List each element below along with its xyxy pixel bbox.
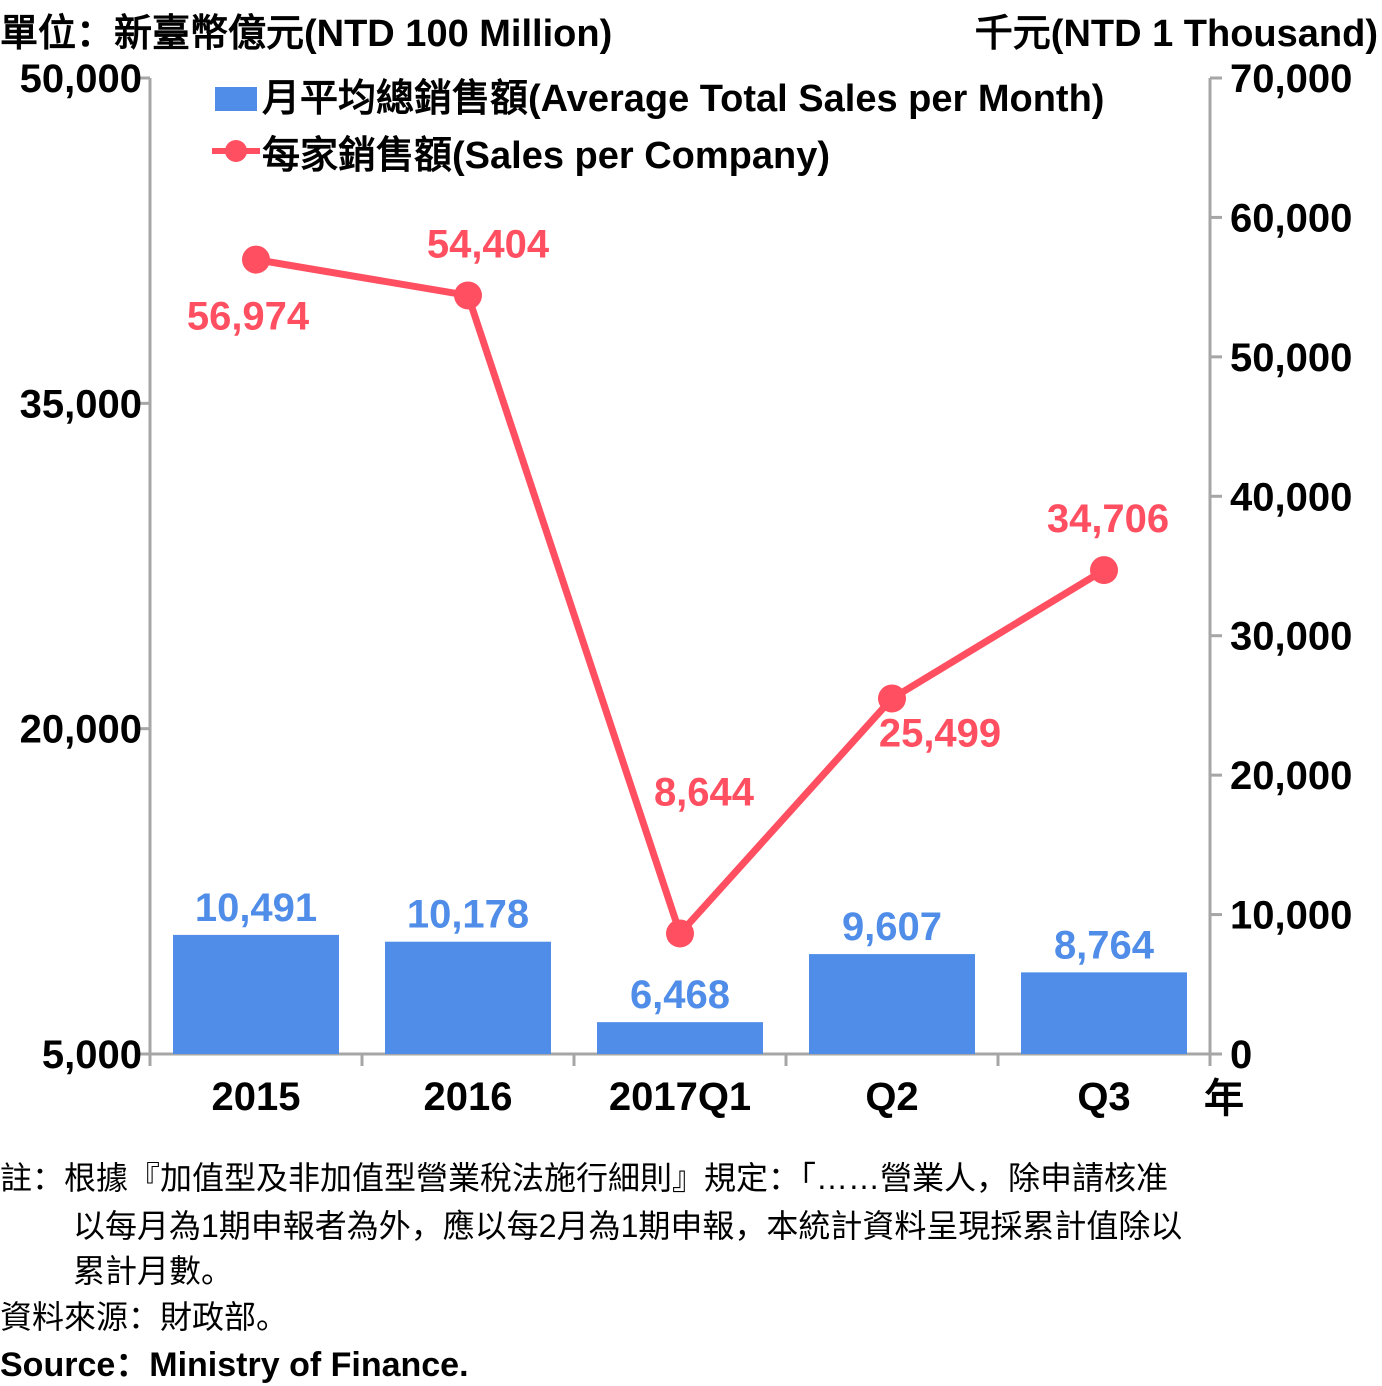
line-point xyxy=(666,919,694,948)
x-tick-label: Q3 xyxy=(1077,1075,1130,1119)
bar xyxy=(1021,972,1187,1054)
legend-line-marker xyxy=(225,140,247,162)
bar-data-label: 6,468 xyxy=(630,973,730,1017)
x-tick-label: 2017Q1 xyxy=(609,1075,751,1119)
bar xyxy=(809,954,975,1054)
bar xyxy=(597,1022,763,1054)
x-tick-label: Q2 xyxy=(865,1075,918,1119)
line-point xyxy=(242,245,270,274)
bar-data-label: 8,764 xyxy=(1054,923,1155,967)
note-line-2: 以每月為1期申報者為外，應以每2月為1期申報，本統計資料呈現採累計值除以 xyxy=(73,1208,1183,1244)
legend-bar-label: 月平均總銷售額(Average Total Sales per Month) xyxy=(262,78,1104,120)
line-data-label: 34,706 xyxy=(1047,497,1169,541)
left-axis-unit: 單位：新臺幣億元(NTD 100 Million) xyxy=(0,13,613,55)
combo-chart: 5,000 20,000 35,000 50,000 0 10,000 20,000 30,0… xyxy=(20,57,1353,1121)
right-tick-label: 60,000 xyxy=(1230,196,1352,240)
line-data-label: 54,404 xyxy=(427,222,550,266)
right-tick-label: 40,000 xyxy=(1230,475,1352,519)
right-axis-unit: 千元(NTD 1 Thousand) xyxy=(974,13,1378,55)
left-tick-label: 35,000 xyxy=(20,382,142,426)
x-axis-suffix: 年 xyxy=(1204,1077,1244,1121)
left-tick-label: 50,000 xyxy=(20,57,142,101)
line-data-label: 56,974 xyxy=(187,295,310,339)
legend-line-label: 每家銷售額(Sales per Company) xyxy=(262,135,830,177)
source-en: Source：Ministry of Finance. xyxy=(0,1346,469,1384)
line-point xyxy=(1090,556,1118,585)
left-tick-label: 20,000 xyxy=(20,708,142,752)
right-tick-label: 0 xyxy=(1230,1033,1252,1077)
line-data-label: 8,644 xyxy=(654,770,755,814)
note-line-1: 註：根據『加值型及非加值型營業稅法施行細則』規定：「……營業人，除申請核准 xyxy=(0,1160,1169,1196)
line-data-label: 25,499 xyxy=(879,711,1001,755)
right-tick-label: 20,000 xyxy=(1230,754,1352,798)
left-tick-label: 5,000 xyxy=(42,1033,142,1077)
bar-data-label: 9,607 xyxy=(842,905,942,949)
right-tick-label: 50,000 xyxy=(1230,336,1352,380)
right-tick-label: 30,000 xyxy=(1230,615,1352,659)
x-tick-label: 2015 xyxy=(212,1075,301,1119)
right-tick-label: 10,000 xyxy=(1230,894,1352,938)
note-line-3: 累計月數。 xyxy=(73,1253,234,1289)
source-zh: 資料來源：財政部。 xyxy=(0,1299,289,1335)
line-point xyxy=(454,281,482,310)
x-tick-label: 2016 xyxy=(424,1075,513,1119)
legend-bar-swatch xyxy=(215,87,257,111)
line-point xyxy=(878,684,906,713)
bar-data-label: 10,178 xyxy=(407,893,529,937)
right-tick-label: 70,000 xyxy=(1230,57,1352,101)
bar xyxy=(385,941,551,1054)
bar-data-label: 10,491 xyxy=(195,886,317,930)
bar xyxy=(173,934,339,1054)
line-series xyxy=(255,256,1106,937)
